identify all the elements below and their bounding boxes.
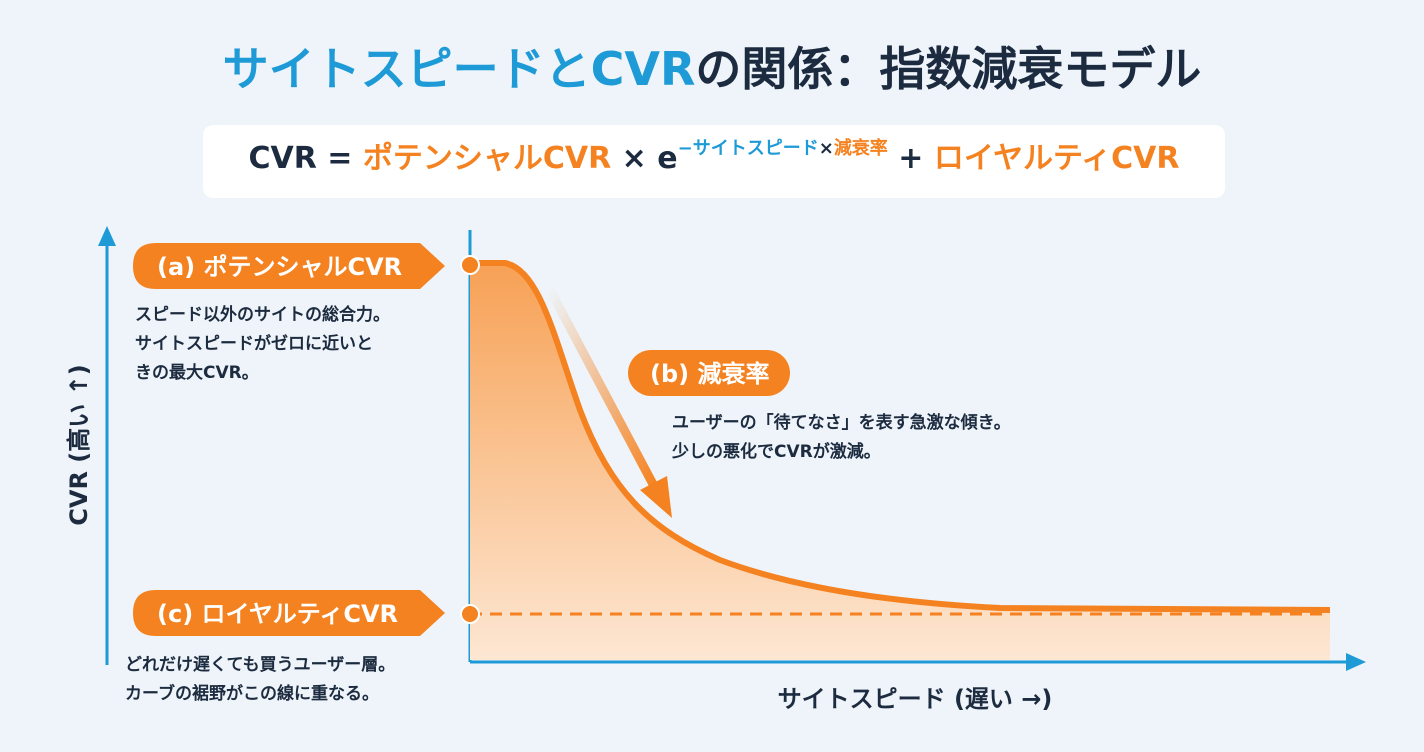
decay-curve: [470, 260, 1331, 613]
title-rest: の関係：指数減衰モデル: [695, 42, 1201, 96]
potential-dot: [460, 255, 480, 275]
formula-exp-decay: 減衰率: [834, 137, 888, 159]
formula-exp-speed: −サイトスピード: [678, 138, 819, 159]
callout-pill: [133, 590, 445, 636]
formula-potential: ポテンシャルCVR: [363, 141, 611, 176]
loyalty-dot: [460, 604, 480, 624]
y-axis-label: CVR (高い ↑): [65, 364, 93, 525]
callout-text: どれだけ遅くても買うユーザー層。: [125, 655, 395, 675]
decay-arrow: [546, 287, 659, 491]
callout-label: (c) ロイヤルティCVR: [157, 600, 398, 628]
curve-area: [470, 263, 1330, 660]
callout-text: カーブの裾野がこの線に重なる。: [125, 683, 379, 704]
callout-label: (a) ポテンシャルCVR: [157, 253, 402, 281]
callout-pill: [628, 350, 790, 396]
callout-text: 少しの悪化でCVRが激減。: [671, 441, 881, 462]
formula-base: e: [657, 141, 677, 176]
x-arrow: [1346, 653, 1366, 671]
callout-text: サイトスピードがゼロに近いと: [135, 333, 373, 354]
decay-arrowhead: [640, 476, 672, 518]
formula-exp-times: ×: [819, 138, 834, 159]
formula-loyalty: ロイヤルティCVR: [934, 141, 1180, 176]
callout-text: ユーザーの「待てなさ」を表す急激な傾き。: [672, 412, 1011, 433]
callout-label: (b) 減衰率: [650, 360, 769, 388]
callout-text: きの最大CVR。: [135, 362, 259, 383]
formula-times: ×: [622, 141, 647, 176]
formula-lhs: CVR: [248, 141, 316, 176]
callout-pill: [133, 243, 445, 289]
formula: CVR = ポテンシャルCVR × e−サイトスピード×減衰率 + ロイヤルティ…: [248, 137, 1179, 176]
formula-equals: =: [327, 141, 352, 176]
title: サイトスピードとCVRの関係：指数減衰モデル: [223, 42, 1202, 96]
formula-plus: +: [898, 141, 923, 176]
callout-text: スピード以外のサイトの総合力。: [135, 304, 390, 325]
title-highlight: サイトスピードとCVR: [223, 42, 696, 96]
formula-box: [203, 125, 1225, 198]
x-axis-label: サイトスピード (遅い →): [778, 685, 1053, 713]
y-arrow: [98, 226, 116, 246]
